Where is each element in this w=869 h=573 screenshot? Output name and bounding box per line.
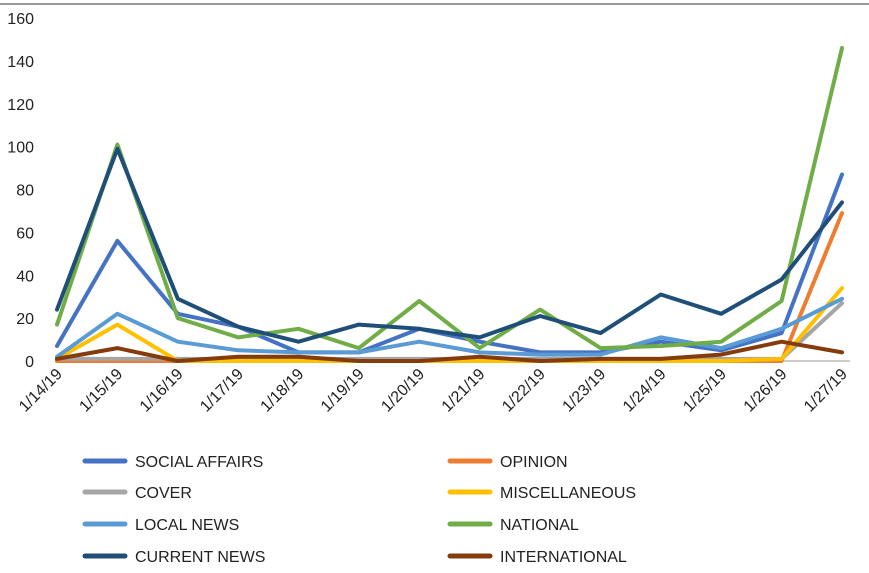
legend-item-current-news: CURRENT NEWS: [82, 549, 265, 566]
series-line-local-news: [55, 296, 844, 359]
legend-item-cover: COVER: [82, 485, 192, 502]
series-line-social-affairs: [55, 172, 844, 355]
series-lines: [55, 46, 844, 363]
x-tick-label: 1/22/19: [499, 366, 549, 416]
x-tick-label: 1/18/19: [258, 366, 308, 416]
legend-label: OPINION: [500, 454, 568, 471]
x-tick-label: 1/19/19: [318, 366, 368, 416]
y-tick-label: 60: [16, 225, 34, 242]
y-tick-label: 20: [16, 311, 34, 328]
x-tick-label: 1/27/19: [801, 366, 851, 416]
y-tick-label: 40: [16, 268, 34, 285]
series-line-current-news: [55, 146, 844, 344]
x-tick-label: 1/25/19: [680, 366, 730, 416]
x-tick-label: 1/16/19: [137, 366, 187, 416]
x-tick-label: 1/20/19: [378, 366, 428, 416]
legend-item-international: INTERNATIONAL: [447, 549, 627, 566]
legend-item-national: NATIONAL: [447, 517, 579, 534]
x-tick-label: 1/23/19: [560, 366, 610, 416]
y-tick-label: 120: [7, 97, 34, 114]
legend-item-miscellaneous: MISCELLANEOUS: [447, 485, 636, 502]
legend-label: INTERNATIONAL: [500, 549, 627, 566]
legend-item-social-affairs: SOCIAL AFFAIRS: [82, 454, 263, 471]
legend-label: COVER: [135, 485, 192, 502]
y-tick-label: 0: [25, 354, 34, 371]
y-tick-label: 100: [7, 140, 34, 157]
y-tick-label: 160: [7, 11, 34, 28]
x-tick-label: 1/14/19: [16, 366, 66, 416]
x-tick-label: 1/15/19: [76, 366, 126, 416]
legend-label: MISCELLANEOUS: [500, 485, 636, 502]
legend-item-opinion: OPINION: [447, 454, 568, 471]
series-line-international: [55, 339, 844, 363]
x-tick-label: 1/17/19: [197, 366, 247, 416]
legend-item-local-news: LOCAL NEWS: [82, 517, 239, 534]
y-tick-label: 80: [16, 183, 34, 200]
x-tick-label: 1/26/19: [741, 366, 791, 416]
legend-label: CURRENT NEWS: [135, 549, 265, 566]
legend-label: NATIONAL: [500, 517, 579, 534]
x-tick-label: 1/24/19: [620, 366, 670, 416]
x-tick-label: 1/21/19: [439, 366, 489, 416]
y-tick-label: 140: [7, 54, 34, 71]
legend: SOCIAL AFFAIRS OPINION COVER MISCELLANEOUS L…: [82, 454, 636, 566]
series-line-national: [55, 46, 844, 351]
legend-label: LOCAL NEWS: [135, 517, 239, 534]
legend-label: SOCIAL AFFAIRS: [135, 454, 263, 471]
